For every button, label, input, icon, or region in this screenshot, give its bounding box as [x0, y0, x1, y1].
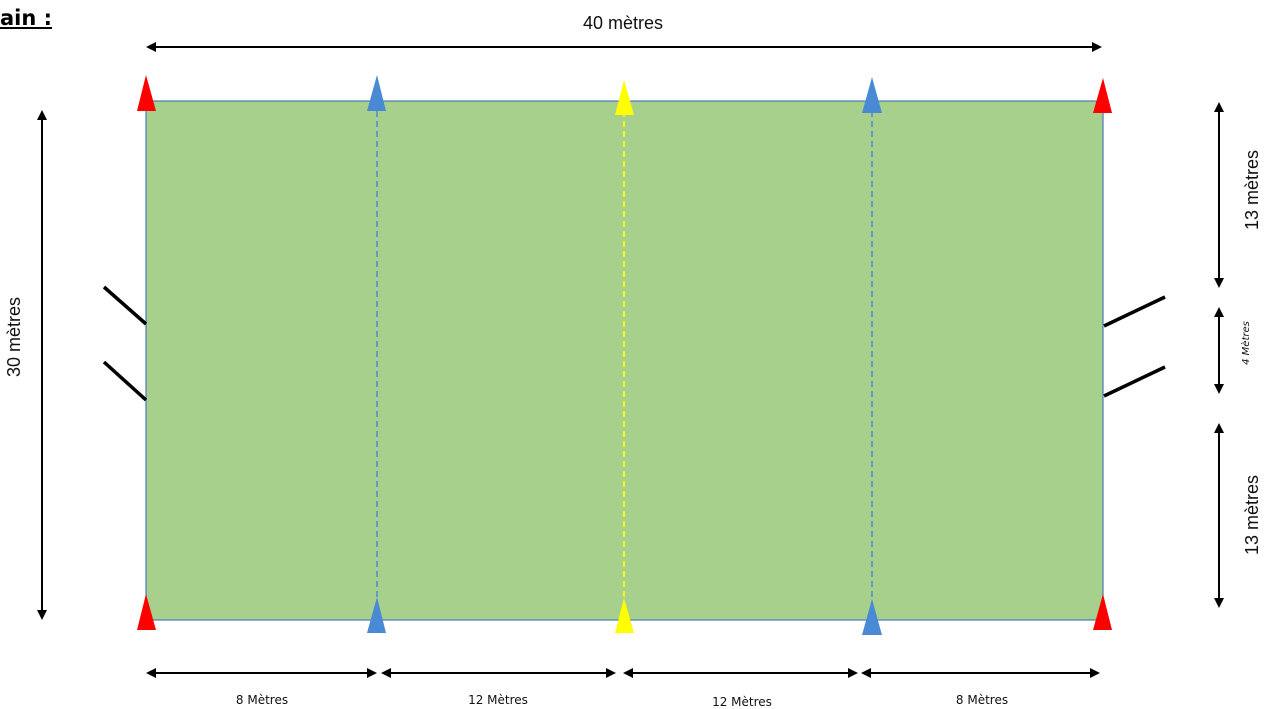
cone-top-3: [615, 80, 634, 115]
bottom-label-3: 12 Mètres: [712, 695, 772, 709]
cone-bottom-2: [367, 597, 386, 633]
right-bottom-label: 13 mètres: [1242, 475, 1262, 555]
cone-bottom-1: [137, 594, 156, 630]
height-label: 30 mètres: [4, 297, 24, 377]
cone-top-1: [137, 75, 156, 111]
right-mid-label: 4 Mètres: [1240, 321, 1252, 365]
page-heading-fragment: ain :: [0, 6, 53, 30]
cone-bottom-5: [1093, 594, 1112, 630]
cone-bottom-4: [862, 599, 882, 635]
bottom-label-1: 8 Mètres: [236, 693, 288, 707]
width-label: 40 mètres: [583, 13, 663, 33]
cone-top-5: [1093, 78, 1112, 113]
cone-top-4: [862, 77, 882, 113]
goal-post-right-top: [1103, 295, 1166, 328]
goal-post-left-bottom: [102, 360, 148, 402]
goal-post-right-bottom: [1103, 365, 1166, 398]
cone-bottom-3: [615, 598, 634, 633]
cone-top-2: [367, 75, 386, 111]
right-top-label: 13 mètres: [1242, 150, 1262, 230]
goal-post-left-top: [102, 285, 148, 326]
bottom-label-2: 12 Mètres: [468, 693, 528, 707]
bottom-label-4: 8 Mètres: [956, 693, 1008, 707]
